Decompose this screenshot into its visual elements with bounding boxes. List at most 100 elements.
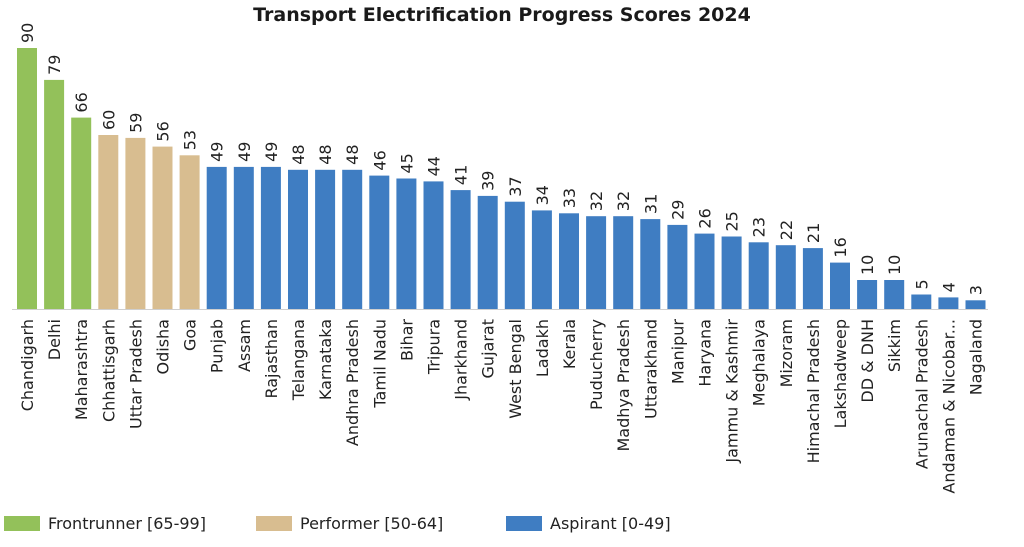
bar-assam <box>233 166 254 309</box>
value-label-jharkhand: 41 <box>452 165 471 185</box>
bar-bihar <box>396 178 417 309</box>
bar-dd-and-dnh <box>857 280 878 309</box>
value-label-chandigarh: 90 <box>18 23 37 43</box>
bar-andhra-pradesh <box>342 169 363 309</box>
category-label-chhattisgarh: Chhattisgarh <box>99 319 118 422</box>
bar-maharashtra <box>71 117 92 309</box>
value-label-telangana: 48 <box>289 144 308 164</box>
bar-jammu-and-kashmir <box>721 236 742 309</box>
category-label-arunachal-pradesh: Arunachal Pradesh <box>912 319 931 469</box>
bar-madhya-pradesh <box>613 216 634 309</box>
category-label-west-bengal: West Bengal <box>506 319 525 419</box>
category-label-delhi: Delhi <box>45 319 64 360</box>
value-label-manipur: 29 <box>668 200 687 220</box>
category-label-jammu-and-kashmir: Jammu & Kashmir <box>723 319 742 464</box>
bar-goa <box>179 155 200 309</box>
category-label-nagaland: Nagaland <box>967 319 986 395</box>
category-label-telangana: Telangana <box>289 319 308 401</box>
category-label-chandigarh: Chandigarh <box>18 319 37 411</box>
bar-chhattisgarh <box>98 135 119 309</box>
legend-label-performer: Performer [50-64] <box>300 513 444 533</box>
bar-uttar-pradesh <box>125 137 146 309</box>
bar-manipur <box>667 224 688 309</box>
bar-karnataka <box>315 169 336 309</box>
bar-lakshadweep <box>830 262 850 309</box>
legend-item-performer: Performer [50-64] <box>256 511 443 535</box>
category-label-kerala: Kerala <box>560 319 579 369</box>
value-label-west-bengal: 37 <box>506 176 525 196</box>
chart-title: Transport Electrification Progress Score… <box>253 4 751 26</box>
value-label-kerala: 33 <box>560 188 579 208</box>
value-label-rajasthan: 49 <box>262 142 281 162</box>
category-label-dd-and-dnh: DD & DNH <box>858 319 877 403</box>
bar-mizoram <box>775 245 796 309</box>
bar-arunachal-pradesh <box>911 294 932 309</box>
legend-item-aspirant: Aspirant [0-49] <box>506 511 671 535</box>
category-label-uttar-pradesh: Uttar Pradesh <box>126 319 145 429</box>
value-label-jammu-and-kashmir: 25 <box>723 211 742 231</box>
value-label-andhra-pradesh: 48 <box>343 144 362 164</box>
value-label-tamil-nadu: 46 <box>370 150 389 170</box>
category-label-gujarat: Gujarat <box>479 319 498 378</box>
value-label-arunachal-pradesh: 5 <box>912 279 931 289</box>
bar-meghalaya <box>748 242 769 309</box>
category-label-uttarakhand: Uttarakhand <box>641 319 660 419</box>
value-label-ladakh: 34 <box>533 185 552 205</box>
bar-gujarat <box>477 195 498 309</box>
category-label-sikkim: Sikkim <box>885 319 904 372</box>
bar-odisha <box>152 146 173 309</box>
category-label-odisha: Odisha <box>154 319 173 374</box>
value-label-delhi: 79 <box>45 55 64 75</box>
value-label-madhya-pradesh: 32 <box>614 191 633 211</box>
category-label-maharashtra: Maharashtra <box>72 319 91 420</box>
bar-uttarakhand <box>640 219 661 309</box>
category-label-punjab: Punjab <box>208 319 227 373</box>
value-label-goa: 53 <box>181 130 200 150</box>
value-label-odisha: 56 <box>154 121 173 141</box>
category-label-andhra-pradesh: Andhra Pradesh <box>343 319 362 446</box>
category-label-madhya-pradesh: Madhya Pradesh <box>614 319 633 452</box>
bar-himachal-pradesh <box>802 248 823 309</box>
category-label-meghalaya: Meghalaya <box>750 319 769 406</box>
value-label-mizoram: 22 <box>777 220 796 240</box>
value-label-himachal-pradesh: 21 <box>804 223 823 243</box>
category-label-bihar: Bihar <box>397 319 416 361</box>
bar-tamil-nadu <box>369 175 390 309</box>
bar-kerala <box>559 213 579 309</box>
legend-swatch-frontrunner <box>4 515 40 531</box>
category-label-puducherry: Puducherry <box>587 319 606 410</box>
value-label-assam: 49 <box>235 142 254 162</box>
bar-puducherry <box>586 216 607 309</box>
category-label-rajasthan: Rajasthan <box>262 319 281 399</box>
bar-delhi <box>44 79 65 310</box>
value-label-maharashtra: 66 <box>72 92 91 112</box>
category-label-himachal-pradesh: Himachal Pradesh <box>804 319 823 463</box>
value-label-uttarakhand: 31 <box>641 194 660 214</box>
category-label-andaman-and-nicobar: Andaman & Nicobar... <box>939 319 958 494</box>
category-label-tripura: Tripura <box>425 319 444 375</box>
category-label-assam: Assam <box>235 319 254 372</box>
bar-sikkim <box>884 280 905 309</box>
legend-swatch-aspirant <box>506 515 542 531</box>
value-label-haryana: 26 <box>696 208 715 228</box>
value-label-dd-and-dnh: 10 <box>858 255 877 275</box>
value-label-tripura: 44 <box>425 156 444 176</box>
value-label-meghalaya: 23 <box>750 217 769 237</box>
category-label-manipur: Manipur <box>668 319 687 384</box>
category-label-tamil-nadu: Tamil Nadu <box>370 319 389 409</box>
category-label-ladakh: Ladakh <box>533 319 552 377</box>
category-label-mizoram: Mizoram <box>777 319 796 387</box>
legend-item-frontrunner: Frontrunner [65-99] <box>4 511 206 535</box>
value-label-bihar: 45 <box>397 153 416 173</box>
legend-label-aspirant: Aspirant [0-49] <box>550 513 671 533</box>
bar-punjab <box>206 166 227 309</box>
bar-telangana <box>288 169 308 309</box>
legend-swatch-performer <box>256 515 292 531</box>
bar-west-bengal <box>504 201 525 309</box>
category-label-jharkhand: Jharkhand <box>452 319 471 401</box>
value-label-andaman-and-nicobar: 4 <box>939 282 958 292</box>
value-label-lakshadweep: 16 <box>831 237 850 257</box>
bar-andaman-and-nicobar <box>938 297 959 309</box>
bar-rajasthan <box>260 166 281 309</box>
category-label-goa: Goa <box>181 319 200 351</box>
